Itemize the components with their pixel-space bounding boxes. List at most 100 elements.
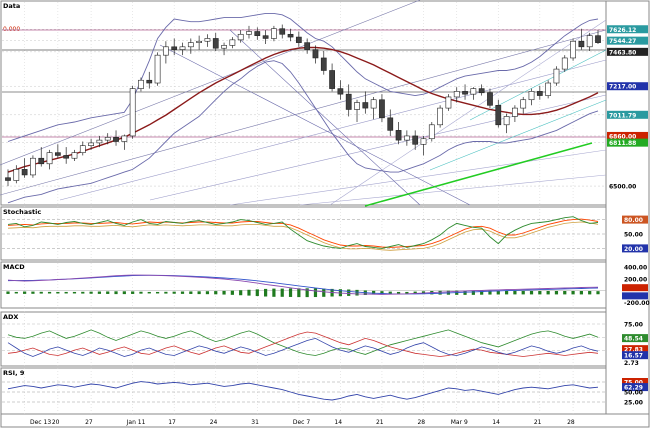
candle-body xyxy=(329,70,335,89)
macd-histogram-bar xyxy=(64,291,68,294)
macd-histogram-bar xyxy=(388,291,392,294)
macd-histogram-bar xyxy=(147,291,151,294)
candle-body xyxy=(586,35,593,48)
macd-histogram-bar xyxy=(122,291,126,295)
rsi-series xyxy=(2,381,606,403)
candle-body xyxy=(187,42,194,48)
price-axis-label: 7463.80 xyxy=(609,49,636,56)
candle-body xyxy=(445,96,452,109)
macd-histogram-bar xyxy=(97,291,102,294)
macd-histogram-bar xyxy=(89,291,93,294)
adx-panel xyxy=(0,311,607,367)
candle-body xyxy=(536,91,543,96)
macd-histogram-bar xyxy=(14,291,18,294)
candle-body xyxy=(63,155,70,159)
macd-histogram-bar xyxy=(396,291,401,294)
macd-series xyxy=(2,274,606,298)
macd-histogram-bar xyxy=(322,288,326,297)
channel-line xyxy=(149,94,607,201)
macd-histogram-bar xyxy=(230,290,234,295)
x-axis-labels: Dec 13 20 27 Jan 11 17 24 31 Dec 7 14 21 28 Mar 9 14… xyxy=(30,419,575,426)
candle-body xyxy=(104,137,111,141)
candle-body xyxy=(437,107,443,126)
macd-histogram-bar xyxy=(155,291,160,294)
macd-signal-line xyxy=(7,274,599,295)
macd-histogram-bar xyxy=(596,291,600,295)
candle-body xyxy=(354,102,360,110)
adx-panel-title: ADX xyxy=(3,313,18,321)
candle-body xyxy=(229,39,236,46)
candle-body xyxy=(54,152,61,156)
rsi-panel xyxy=(0,367,607,415)
x-axis-label: 14 xyxy=(492,419,500,426)
candle-body xyxy=(545,82,552,96)
stochastic-series xyxy=(2,216,606,251)
macd-histogram-bar xyxy=(521,291,525,295)
rsi-axis-label: 62.29 xyxy=(624,385,643,392)
stochastic-axis-label: 20.00 xyxy=(624,246,643,253)
macd-value-box xyxy=(622,284,648,292)
candle-body xyxy=(196,40,203,43)
bollinger-upper-line xyxy=(7,12,599,142)
macd-histogram-bar xyxy=(355,289,359,296)
macd-histogram-bar xyxy=(554,291,559,295)
macd-histogram-bar xyxy=(239,290,243,296)
macd-histogram-bar xyxy=(189,291,193,294)
candle-body xyxy=(138,79,144,89)
candle-body xyxy=(570,40,576,59)
macd-histogram-bar xyxy=(280,288,284,297)
candle-body xyxy=(46,152,53,165)
x-axis-label: 28 xyxy=(417,419,425,426)
x-axis-label: Dec 13 xyxy=(30,419,51,426)
candle-body xyxy=(528,91,535,101)
candle-body xyxy=(428,124,435,140)
candle-body xyxy=(512,107,518,117)
macd-histogram-bar xyxy=(288,288,293,297)
macd-histogram-bar xyxy=(372,290,376,295)
adx-axis-label: 27.83 xyxy=(624,347,643,354)
channel-line xyxy=(0,0,421,166)
candle-body xyxy=(287,33,294,38)
macd-histogram-bar xyxy=(438,290,442,295)
stochastic-label-box xyxy=(622,244,648,253)
candle-body xyxy=(246,31,252,35)
x-axis-label: Dec 7 xyxy=(293,419,311,426)
price-label-box xyxy=(607,47,648,56)
axis-labels: 7626.12 7544.27 7463.80 7217.00 7011.79 6860.… xyxy=(607,25,650,407)
candle-body xyxy=(30,157,36,176)
macd-histogram-bar xyxy=(205,291,210,295)
macd-histogram-bar xyxy=(480,290,484,295)
channel-line xyxy=(59,59,607,201)
x-axis-label: 17 xyxy=(168,419,176,426)
rsi-axis-label: 75.00 xyxy=(624,380,643,387)
candle-body xyxy=(88,142,94,146)
price-axis-label: 7544.27 xyxy=(609,38,636,45)
adx-minus-di-line xyxy=(7,331,599,357)
rsi-axis-label: 25.00 xyxy=(624,400,643,407)
price-panel xyxy=(0,0,607,206)
adx-plus-di-line xyxy=(7,329,599,356)
macd-histogram-bar xyxy=(504,291,509,295)
candle-body xyxy=(79,145,86,153)
candle-body xyxy=(561,57,568,70)
macd-histogram-bar xyxy=(255,289,259,297)
macd-axis-label: -200.00 xyxy=(624,300,650,307)
adx-axis-label: 48.54 xyxy=(624,336,643,343)
macd-histogram-bar xyxy=(180,291,185,294)
adx-series xyxy=(2,323,606,357)
candle-body xyxy=(453,91,460,98)
x-axis-label: 14 xyxy=(334,419,342,426)
macd-histogram-bar xyxy=(496,290,500,295)
x-axis-label: Jan 11 xyxy=(126,419,146,426)
adx-label-box xyxy=(622,345,648,354)
macd-panel xyxy=(0,261,607,309)
candle-body xyxy=(262,35,269,39)
macd-histogram-bar xyxy=(106,291,110,294)
price-axis-label: 7217.00 xyxy=(609,84,636,91)
macd-histogram-bar xyxy=(47,291,52,294)
price-label-box xyxy=(607,82,648,91)
macd-histogram-bar xyxy=(247,289,251,296)
trend-fan-lines xyxy=(0,0,607,207)
candle-body xyxy=(553,68,560,84)
